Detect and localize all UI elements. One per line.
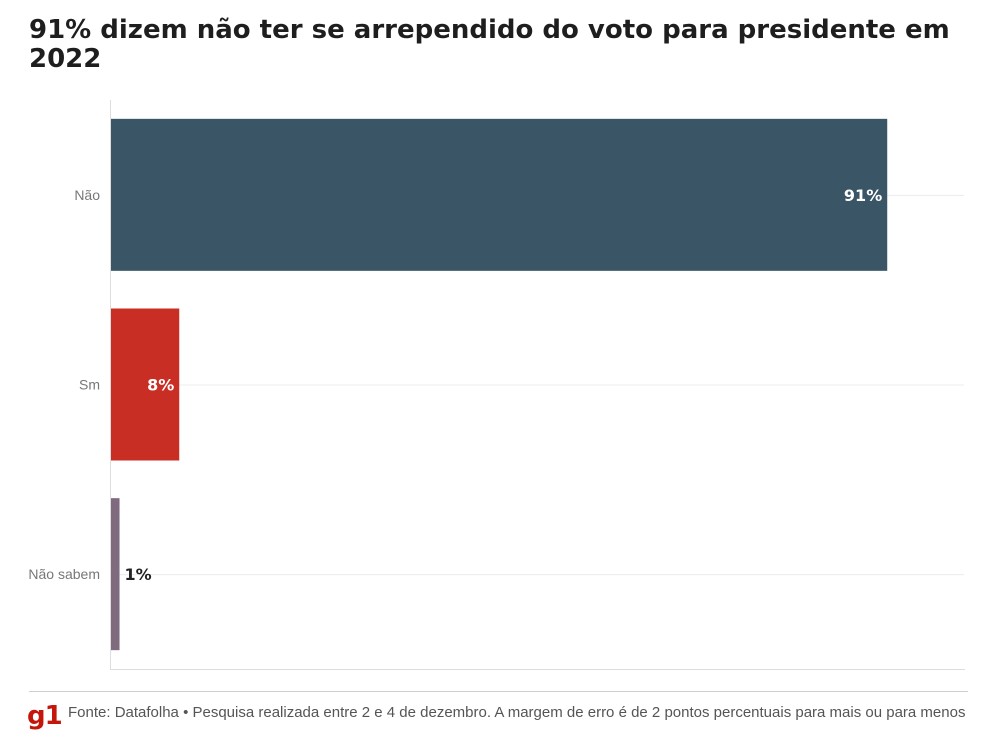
data-label: 91% [844, 186, 882, 205]
bar [111, 308, 180, 461]
chart-title: 91% dizem não ter se arrependido do voto… [29, 15, 950, 74]
g1-logo: g1 [27, 701, 63, 731]
category-label: Não sabem [28, 566, 100, 582]
footer-divider [29, 691, 968, 692]
data-label: 1% [125, 565, 152, 584]
bar [111, 498, 120, 651]
data-label: 8% [147, 376, 174, 395]
category-label: Sm [79, 377, 100, 393]
source-note: Fonte: Datafolha • Pesquisa realizada en… [68, 704, 966, 721]
bar [111, 118, 888, 271]
bar-chart: Não 91% Sm 8% Não sabem 1% [28, 100, 965, 670]
category-label: Não [74, 187, 100, 203]
